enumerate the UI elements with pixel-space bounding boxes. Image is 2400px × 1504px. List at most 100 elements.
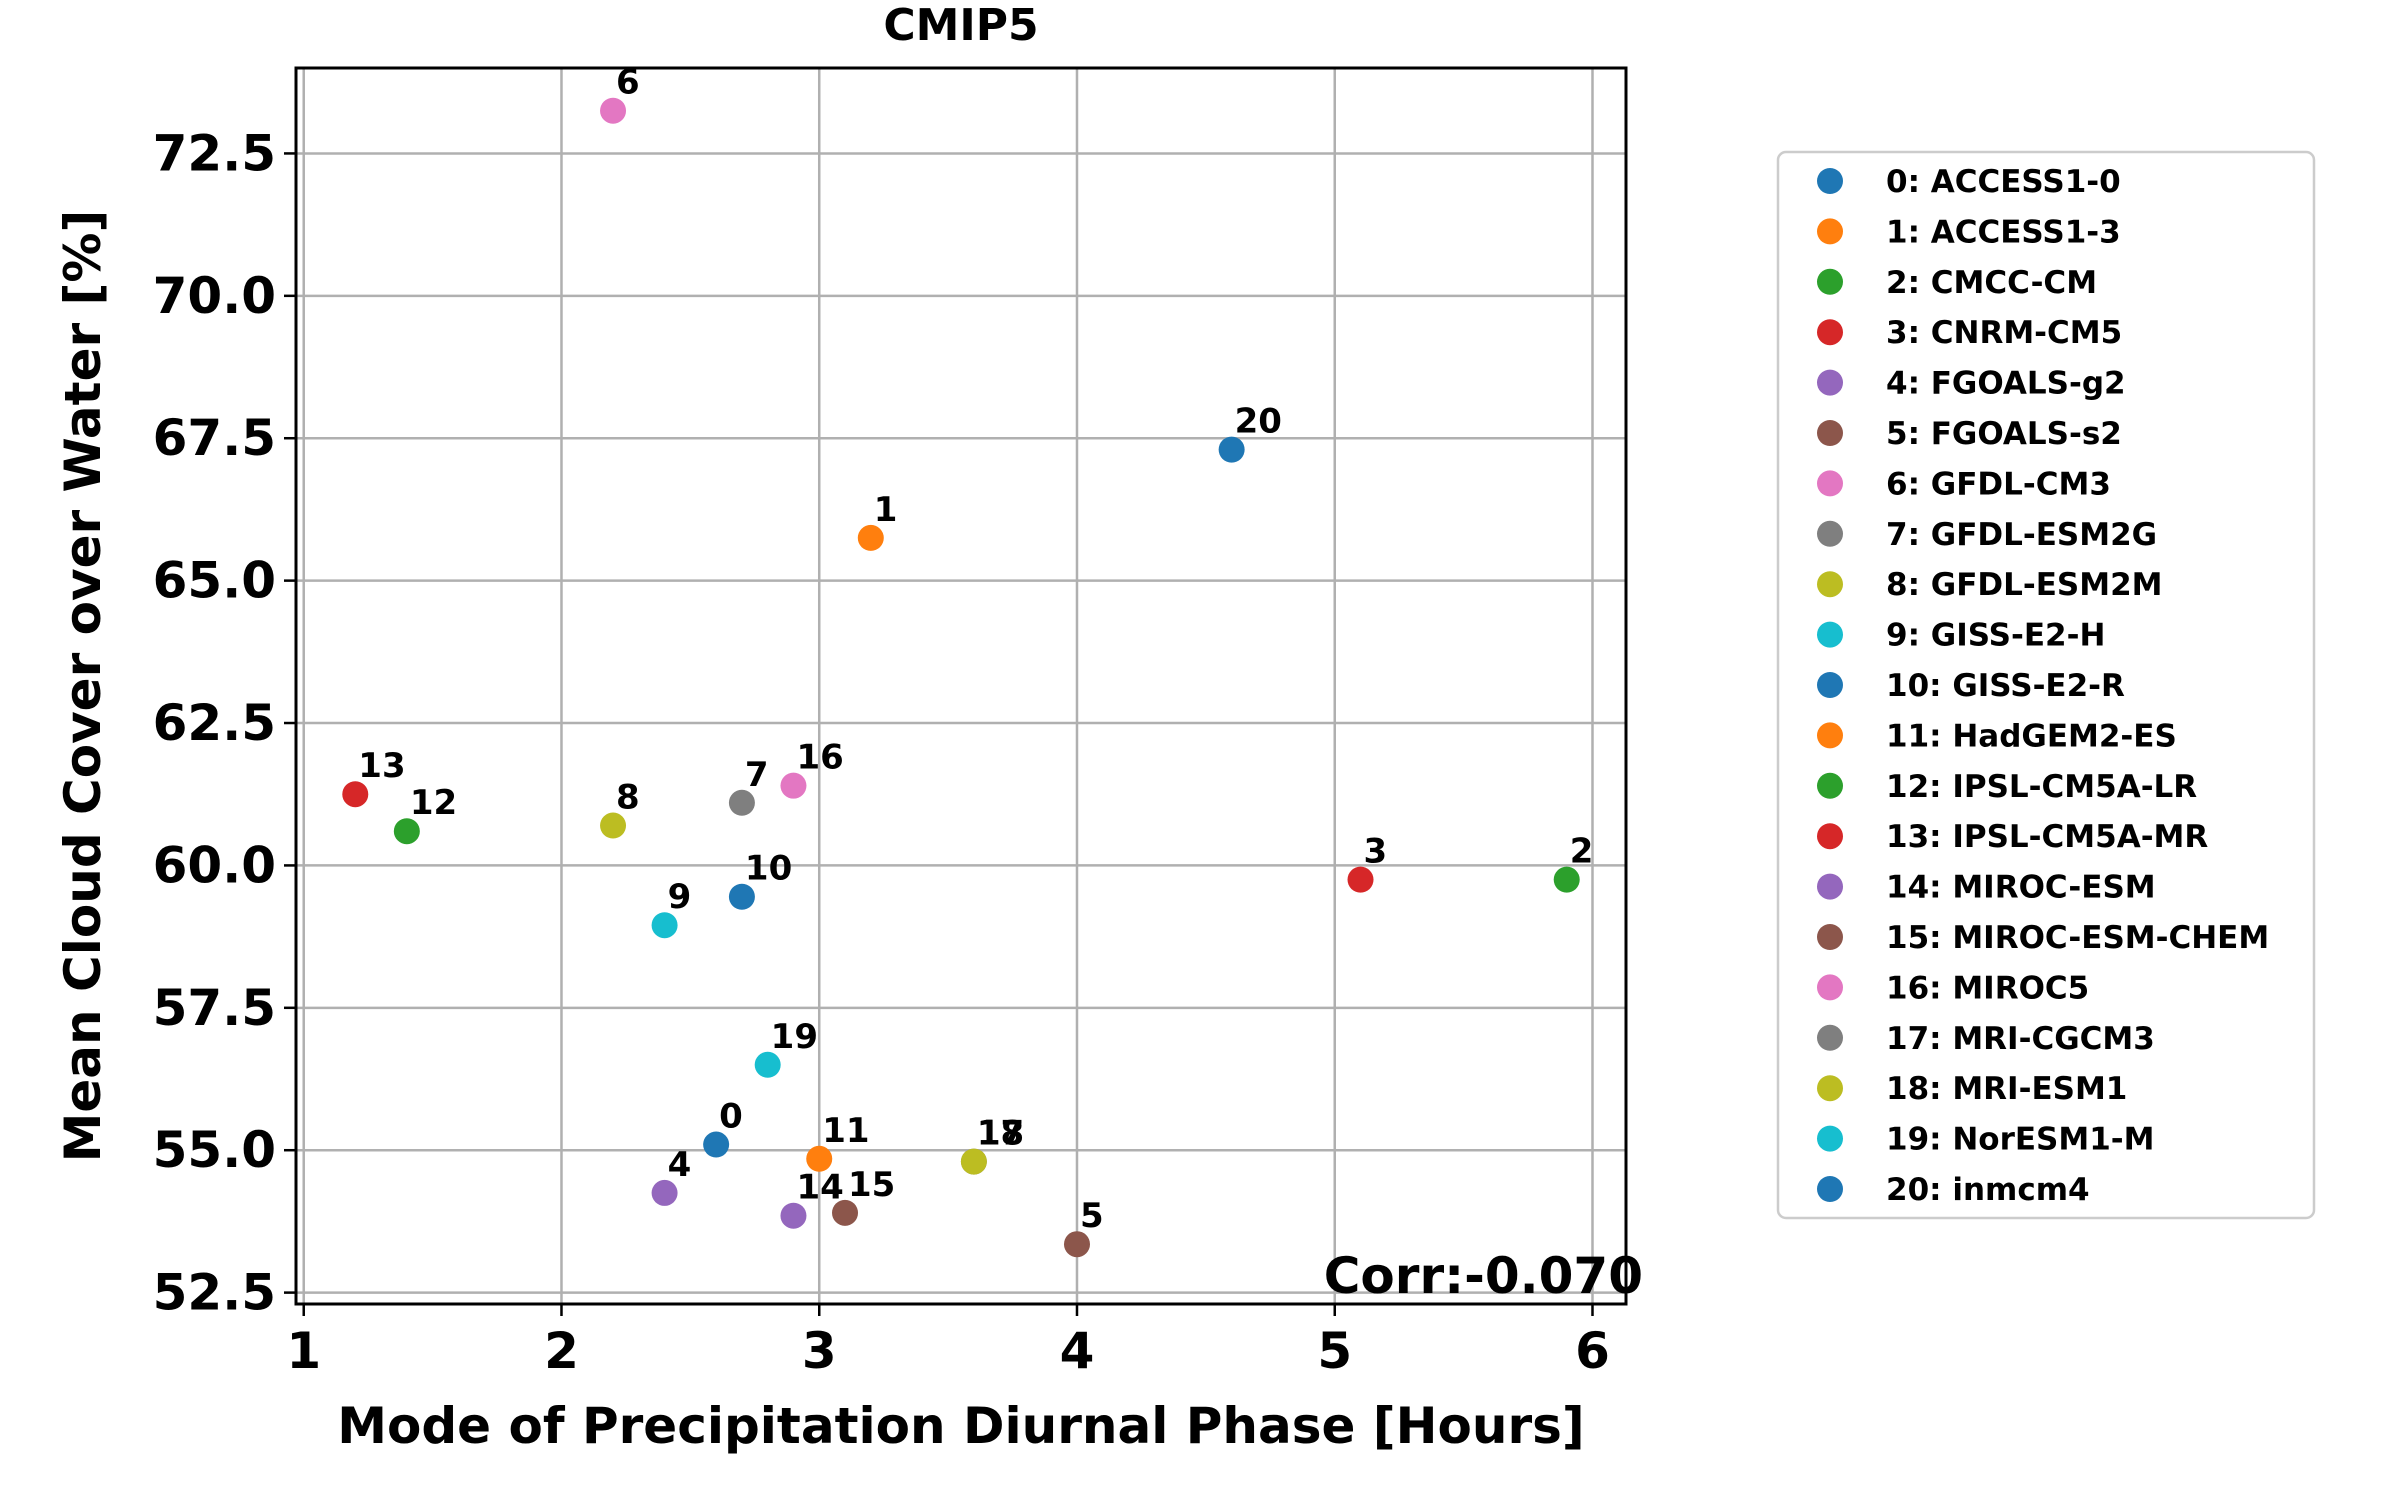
legend-marker-15 bbox=[1817, 924, 1843, 950]
y-tick-label: 62.5 bbox=[153, 694, 276, 752]
y-tick-label: 55.0 bbox=[153, 1121, 276, 1179]
data-point-label-16: 16 bbox=[796, 738, 843, 778]
data-point-label-9: 9 bbox=[668, 877, 692, 917]
data-point-label-17: 17 bbox=[977, 1114, 1024, 1154]
y-tick-label: 72.5 bbox=[153, 124, 276, 182]
x-tick-label: 2 bbox=[544, 1322, 579, 1380]
legend-marker-18 bbox=[1817, 1075, 1843, 1102]
legend-label-4: 4: FGOALS-g2 bbox=[1886, 366, 2126, 402]
legend-marker-4 bbox=[1817, 369, 1843, 396]
data-points bbox=[342, 97, 1580, 1258]
data-point-13 bbox=[342, 781, 369, 808]
data-point-15 bbox=[832, 1199, 859, 1226]
legend-marker-14 bbox=[1817, 873, 1843, 900]
y-tick-label: 65.0 bbox=[153, 552, 276, 610]
legend-marker-19 bbox=[1817, 1125, 1843, 1152]
data-point-label-11: 11 bbox=[822, 1111, 869, 1151]
legend-marker-5 bbox=[1817, 420, 1843, 446]
legend-marker-17 bbox=[1817, 1024, 1843, 1051]
data-point-11 bbox=[806, 1145, 833, 1172]
data-point-3 bbox=[1347, 866, 1374, 893]
legend-marker-10 bbox=[1817, 672, 1843, 698]
data-point-label-14: 14 bbox=[796, 1168, 843, 1208]
data-point-0 bbox=[703, 1131, 730, 1158]
legend-marker-20 bbox=[1817, 1176, 1843, 1202]
data-point-20 bbox=[1218, 436, 1245, 463]
chart-title: CMIP5 bbox=[883, 0, 1038, 51]
data-point-16 bbox=[780, 772, 807, 799]
legend-label-17: 17: MRI-CGCM3 bbox=[1886, 1021, 2155, 1057]
legend-label-12: 12: IPSL-CM5A-LR bbox=[1886, 769, 2197, 805]
x-tick-label: 3 bbox=[802, 1322, 837, 1380]
legend-label-1: 1: ACCESS1-3 bbox=[1886, 214, 2121, 250]
legend-label-0: 0: ACCESS1-0 bbox=[1886, 164, 2121, 200]
data-point-label-10: 10 bbox=[745, 849, 792, 889]
y-tick-label: 57.5 bbox=[153, 979, 276, 1037]
data-point-1 bbox=[857, 524, 884, 551]
data-point-6 bbox=[600, 97, 627, 124]
legend-marker-2 bbox=[1817, 268, 1843, 295]
legend-marker-12 bbox=[1817, 772, 1843, 799]
legend-label-18: 18: MRI-ESM1 bbox=[1886, 1071, 2127, 1107]
data-point-label-20: 20 bbox=[1235, 402, 1282, 442]
data-point-label-13: 13 bbox=[358, 746, 405, 786]
legend-label-10: 10: GISS-E2-R bbox=[1886, 668, 2125, 704]
y-axis-label: Mean Cloud Cover over Water [%] bbox=[54, 210, 112, 1163]
data-point-label-1: 1 bbox=[874, 490, 898, 530]
legend-marker-6 bbox=[1817, 470, 1843, 497]
data-point-label-5: 5 bbox=[1080, 1196, 1104, 1236]
data-point-label-4: 4 bbox=[668, 1145, 692, 1185]
y-tick-label: 70.0 bbox=[153, 267, 276, 325]
data-point-label-0: 0 bbox=[719, 1097, 743, 1137]
data-point-label-3: 3 bbox=[1364, 832, 1388, 872]
legend-marker-13 bbox=[1817, 823, 1843, 850]
data-point-9 bbox=[651, 912, 678, 939]
legend-label-6: 6: GFDL-CM3 bbox=[1886, 466, 2111, 502]
data-point-19 bbox=[754, 1051, 781, 1078]
x-tick-label: 6 bbox=[1575, 1322, 1610, 1380]
legend-marker-9 bbox=[1817, 621, 1843, 648]
legend-marker-16 bbox=[1817, 974, 1843, 1001]
data-point-4 bbox=[651, 1179, 678, 1206]
legend-label-16: 16: MIROC5 bbox=[1886, 970, 2089, 1006]
x-axis-label: Mode of Precipitation Diurnal Phase [Hou… bbox=[337, 1397, 1584, 1455]
data-point-label-8: 8 bbox=[616, 778, 640, 818]
x-tick-label: 5 bbox=[1317, 1322, 1352, 1380]
data-point-14 bbox=[780, 1202, 807, 1229]
x-tick-label: 4 bbox=[1060, 1322, 1095, 1380]
legend-label-2: 2: CMCC-CM bbox=[1886, 265, 2097, 301]
legend: 0: ACCESS1-0 1: ACCESS1-3 2: CMCC-CM 3: CNR… bbox=[1776, 150, 2316, 1220]
legend-marker-1 bbox=[1817, 218, 1843, 245]
data-point-label-6: 6 bbox=[616, 63, 640, 103]
correlation-annotation: Corr:-0.070 bbox=[1324, 1247, 1643, 1305]
legend-label-19: 19: NorESM1-M bbox=[1886, 1122, 2155, 1158]
y-tick-label: 60.0 bbox=[153, 836, 276, 894]
y-tick-label: 52.5 bbox=[153, 1264, 276, 1322]
legend-label-5: 5: FGOALS-s2 bbox=[1886, 416, 2122, 452]
data-point-7 bbox=[728, 789, 755, 816]
legend-label-3: 3: CNRM-CM5 bbox=[1886, 315, 2122, 351]
data-point-label-12: 12 bbox=[410, 783, 457, 823]
legend-label-14: 14: MIROC-ESM bbox=[1886, 870, 2156, 906]
data-point-label-19: 19 bbox=[771, 1017, 818, 1057]
legend-label-20: 20: inmcm4 bbox=[1886, 1172, 2090, 1208]
legend-marker-8 bbox=[1817, 571, 1843, 598]
legend-box bbox=[1776, 150, 2316, 1220]
data-point-18 bbox=[960, 1148, 987, 1175]
legend-label-11: 11: HadGEM2-ES bbox=[1886, 718, 2177, 754]
legend-marker-3 bbox=[1817, 319, 1843, 346]
legend-label-9: 9: GISS-E2-H bbox=[1886, 618, 2105, 654]
legend-label-7: 7: GFDL-ESM2G bbox=[1886, 517, 2157, 553]
data-point-label-18: 18 bbox=[977, 1114, 1024, 1154]
data-point-5 bbox=[1063, 1231, 1090, 1258]
data-point-label-7: 7 bbox=[745, 755, 769, 795]
data-point-2 bbox=[1553, 866, 1580, 893]
grid-lines bbox=[296, 68, 1626, 1304]
legend-items: 0: ACCESS1-0 1: ACCESS1-3 2: CMCC-CM 3: CNR… bbox=[1817, 164, 2269, 1208]
data-point-8 bbox=[600, 812, 627, 839]
legend-marker-11 bbox=[1817, 722, 1843, 749]
plot-frame bbox=[294, 66, 1628, 1306]
